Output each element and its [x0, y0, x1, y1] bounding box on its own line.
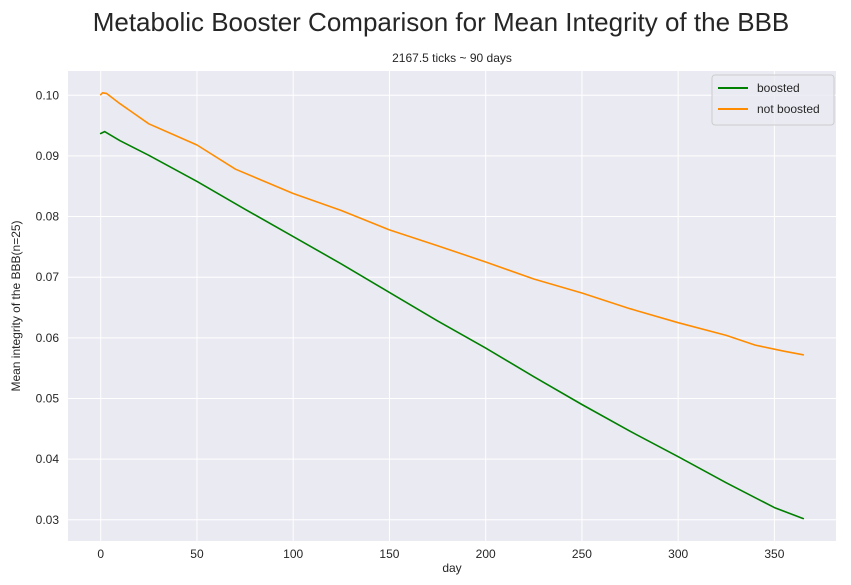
y-tick-label: 0.10	[36, 88, 60, 102]
x-axis-label: day	[442, 561, 461, 575]
x-tick-label: 200	[476, 547, 496, 561]
x-tick-label: 300	[668, 547, 688, 561]
x-tick-label: 150	[379, 547, 399, 561]
y-tick-label: 0.05	[36, 391, 60, 405]
series-line-not-boosted	[99, 92, 805, 356]
y-tick-label: 0.04	[36, 452, 60, 466]
x-tick-label: 100	[283, 547, 303, 561]
x-tick-label: 0	[97, 547, 104, 561]
legend-label-not-boosted: not boosted	[757, 102, 820, 116]
y-tick-label: 0.08	[36, 210, 60, 224]
grid-lines	[68, 71, 836, 541]
chart-title: 2167.5 ticks ~ 90 days	[392, 51, 512, 65]
legend: boosted not boosted	[711, 74, 835, 126]
y-tick-label: 0.03	[36, 513, 60, 527]
series-line-boosted	[99, 130, 805, 520]
y-tick-label: 0.09	[36, 149, 60, 163]
x-tick-label: 50	[190, 547, 204, 561]
legend-label-boosted: boosted	[757, 81, 800, 95]
y-axis-label: Mean integrity of the BBB(n=25)	[9, 220, 23, 391]
tick-labels: 0 50 100 150 200 250 300 350 0.03 0.04 0.05 0.06 0.0…	[36, 88, 785, 561]
series-lines	[99, 92, 805, 520]
x-tick-label: 250	[572, 547, 592, 561]
y-tick-label: 0.06	[36, 331, 60, 345]
chart-suptitle: Metabolic Booster Comparison for Mean In…	[93, 7, 790, 37]
plot-area	[68, 71, 836, 541]
x-tick-label: 350	[764, 547, 784, 561]
y-tick-label: 0.07	[36, 270, 60, 284]
